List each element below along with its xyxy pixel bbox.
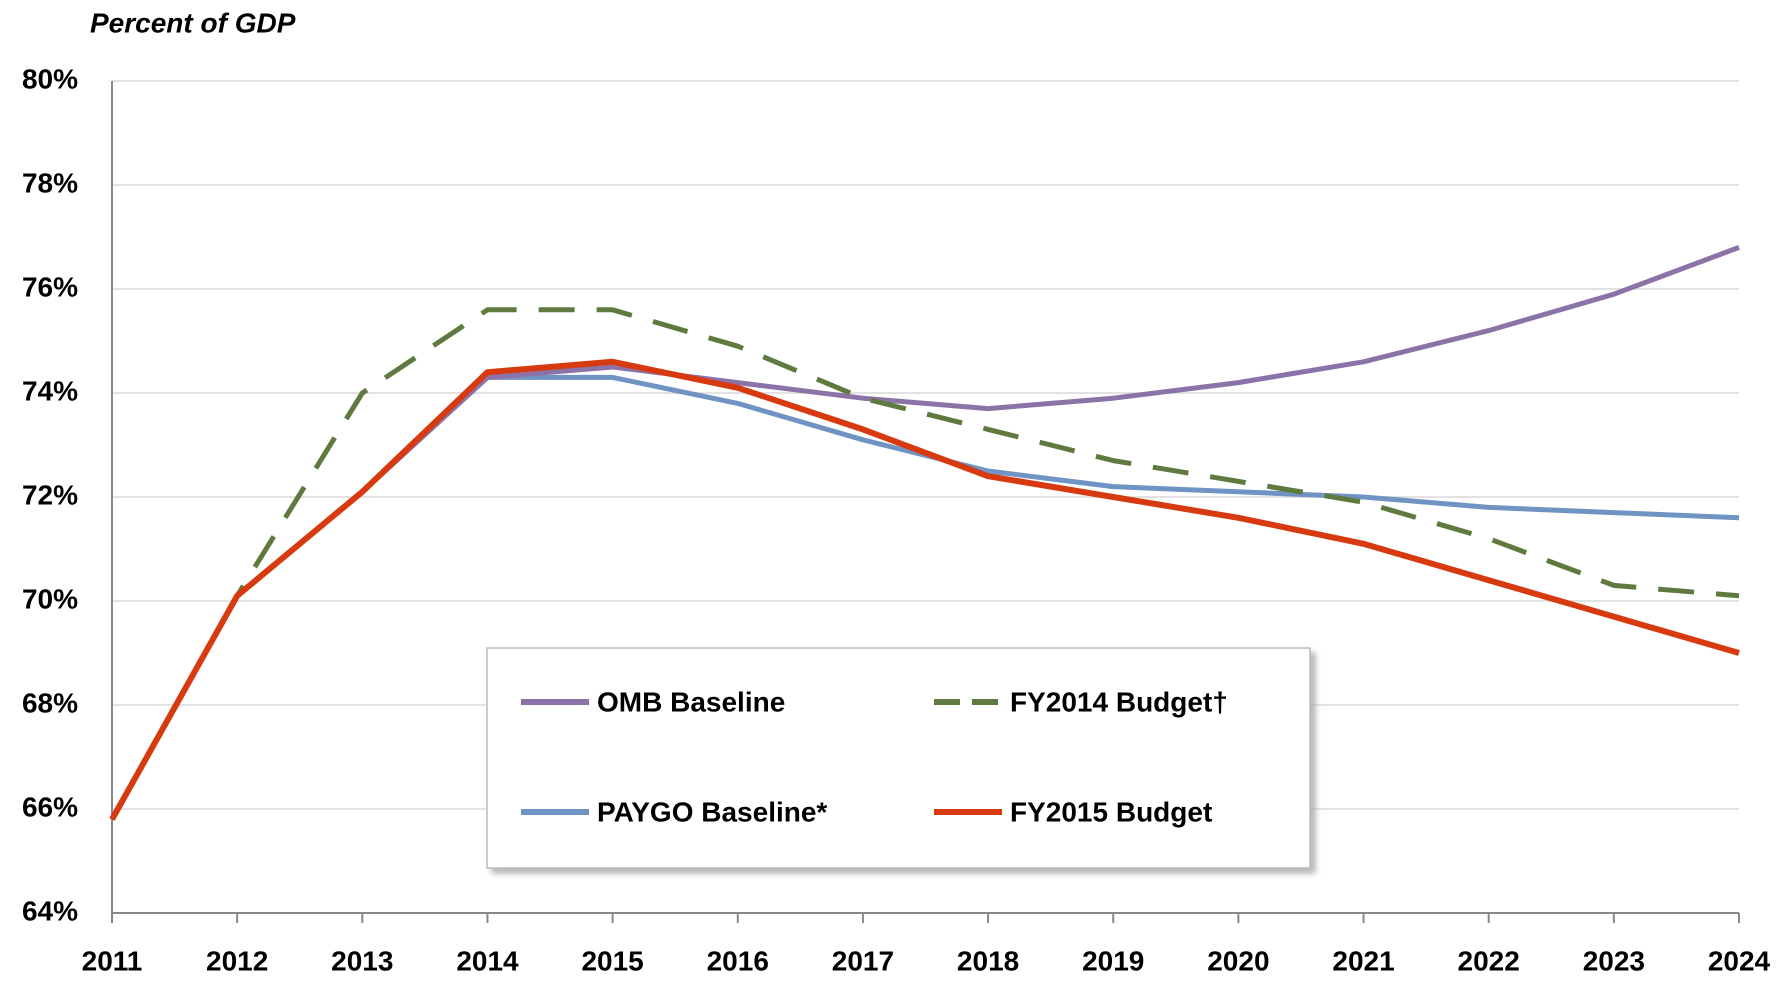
legend-label: PAYGO Baseline* bbox=[597, 796, 827, 827]
series-line bbox=[109, 307, 1740, 821]
y-tick-label: 64% bbox=[22, 895, 78, 926]
x-tick-label: 2016 bbox=[707, 945, 769, 976]
y-tick-label: 80% bbox=[22, 63, 78, 94]
y-tick-label: 76% bbox=[22, 271, 78, 302]
y-axis-label: Percent of GDP bbox=[90, 7, 296, 38]
legend-label: FY2015 Budget bbox=[1010, 796, 1212, 827]
x-tick-label: 2020 bbox=[1207, 945, 1269, 976]
y-tick-label: 72% bbox=[22, 479, 78, 510]
x-tick-label: 2017 bbox=[832, 945, 894, 976]
x-tick-label: 2014 bbox=[456, 945, 519, 976]
x-tick-label: 2023 bbox=[1583, 945, 1645, 976]
y-tick-label: 74% bbox=[22, 375, 78, 406]
x-tick-label: 2012 bbox=[206, 945, 268, 976]
x-tick-label: 2011 bbox=[82, 945, 143, 976]
x-tick-label: 2019 bbox=[1082, 945, 1144, 976]
x-tick-label: 2015 bbox=[581, 945, 643, 976]
y-tick-label: 78% bbox=[22, 167, 78, 198]
series-line bbox=[109, 358, 1740, 821]
y-tick-label: 66% bbox=[22, 791, 78, 822]
x-tick-label: 2018 bbox=[957, 945, 1019, 976]
y-tick-label: 68% bbox=[22, 687, 78, 718]
legend-label: FY2014 Budget† bbox=[1010, 686, 1228, 717]
x-tick-label: 2024 bbox=[1708, 945, 1771, 976]
y-tick-label: 70% bbox=[22, 583, 78, 614]
legend-label: OMB Baseline bbox=[597, 686, 785, 717]
x-tick-label: 2013 bbox=[331, 945, 393, 976]
x-tick-label: 2022 bbox=[1458, 945, 1520, 976]
x-tick-label: 2021 bbox=[1332, 945, 1394, 976]
legend-box bbox=[486, 647, 1311, 869]
